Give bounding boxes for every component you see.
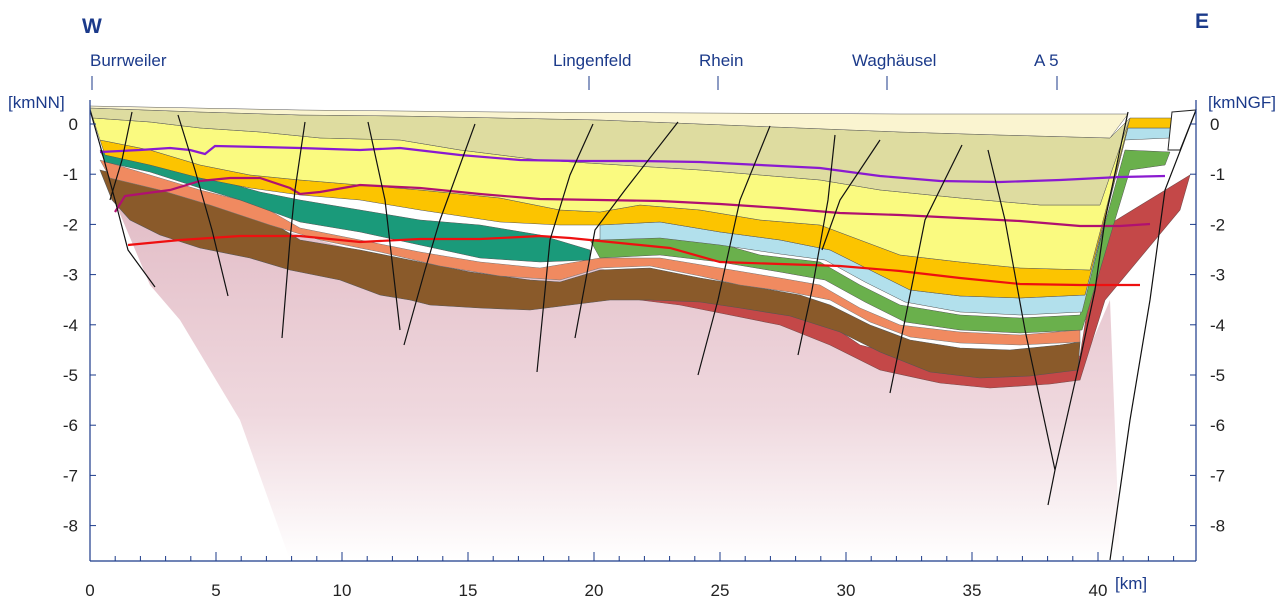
left-unit-label: [kmNN] [8, 93, 65, 112]
faults [89, 109, 1197, 561]
right-y-tick-label: -8 [1210, 517, 1225, 536]
left-y-tick-label: -4 [63, 316, 78, 335]
fault-line [574, 121, 679, 339]
x-tick-label: 25 [711, 581, 730, 600]
right-y-tick-label: -6 [1210, 416, 1225, 435]
x-axis-ticks: 0 5 10 15 20 25 30 35 40 [85, 552, 1175, 600]
fault-line [797, 134, 836, 356]
top-unit [89, 105, 1129, 139]
right-y-tick-label: -7 [1210, 466, 1225, 485]
right-y-tick-label: -1 [1210, 165, 1225, 184]
left-y-tick-label: -7 [63, 466, 78, 485]
axis-frame [89, 100, 1197, 562]
fault-line [821, 139, 881, 251]
right-y-tick-label: -5 [1210, 366, 1225, 385]
red-horizon [127, 234, 1140, 287]
locality-labels: Burrweiler Lingenfeld Rhein Waghäusel A … [90, 51, 1059, 90]
violet-horizon [99, 144, 1166, 184]
x-tick-label: 5 [211, 581, 220, 600]
fault-line [109, 111, 133, 201]
x-tick-label: 0 [85, 581, 94, 600]
left-y-tick-label: -1 [63, 165, 78, 184]
x-tick-label: 40 [1089, 581, 1108, 600]
fault-line [536, 123, 594, 373]
fault-line [403, 123, 476, 346]
magenta-horizon [114, 176, 1151, 228]
x-tick-label: 35 [963, 581, 982, 600]
x-unit-label: [km] [1115, 574, 1147, 593]
x-tick-label: 20 [585, 581, 604, 600]
x-tick-label: 30 [837, 581, 856, 600]
right-y-tick-label: -3 [1210, 266, 1225, 285]
east-shoulder [1167, 109, 1197, 151]
left-y-tick-label: -8 [63, 517, 78, 536]
fault-line [1109, 109, 1197, 561]
fault-line [367, 121, 401, 331]
x-tick-label: 10 [333, 581, 352, 600]
left-y-tick-label: -6 [63, 416, 78, 435]
left-y-tick-label: 0 [69, 115, 78, 134]
salmon-unit [99, 159, 1081, 346]
west-label: W [82, 15, 102, 38]
locality-label: Burrweiler [90, 51, 167, 70]
fault-line [1054, 111, 1129, 471]
right-y-tick-label: -2 [1210, 215, 1225, 234]
locality-label: A 5 [1034, 51, 1059, 70]
locality-label: Waghäusel [852, 51, 936, 70]
x-tick-label: 15 [459, 581, 478, 600]
fault-line [987, 149, 1056, 506]
locality-label: Rhein [699, 51, 743, 70]
fault-line [89, 109, 156, 288]
left-y-tick-label: -3 [63, 266, 78, 285]
left-y-tick-label: -5 [63, 366, 78, 385]
fault-line [281, 121, 306, 339]
fault-line [889, 144, 963, 394]
fault-line [177, 114, 229, 297]
east-label: E [1195, 10, 1209, 33]
dark-red-unit [599, 174, 1191, 389]
y-axis-ticks: 0 0 -1 -1 -2 -2 -3 -3 -4 -4 -5 -5 -6 -6 -7 -7 -8 -8 [63, 115, 1225, 536]
brown-unit [99, 169, 1081, 379]
right-y-tick-label: -4 [1210, 316, 1225, 335]
left-y-tick-label: -2 [63, 215, 78, 234]
right-unit-label: [kmNGF] [1208, 93, 1276, 112]
locality-label: Lingenfeld [553, 51, 631, 70]
fault-line [697, 125, 771, 376]
right-y-tick-label: 0 [1210, 115, 1219, 134]
